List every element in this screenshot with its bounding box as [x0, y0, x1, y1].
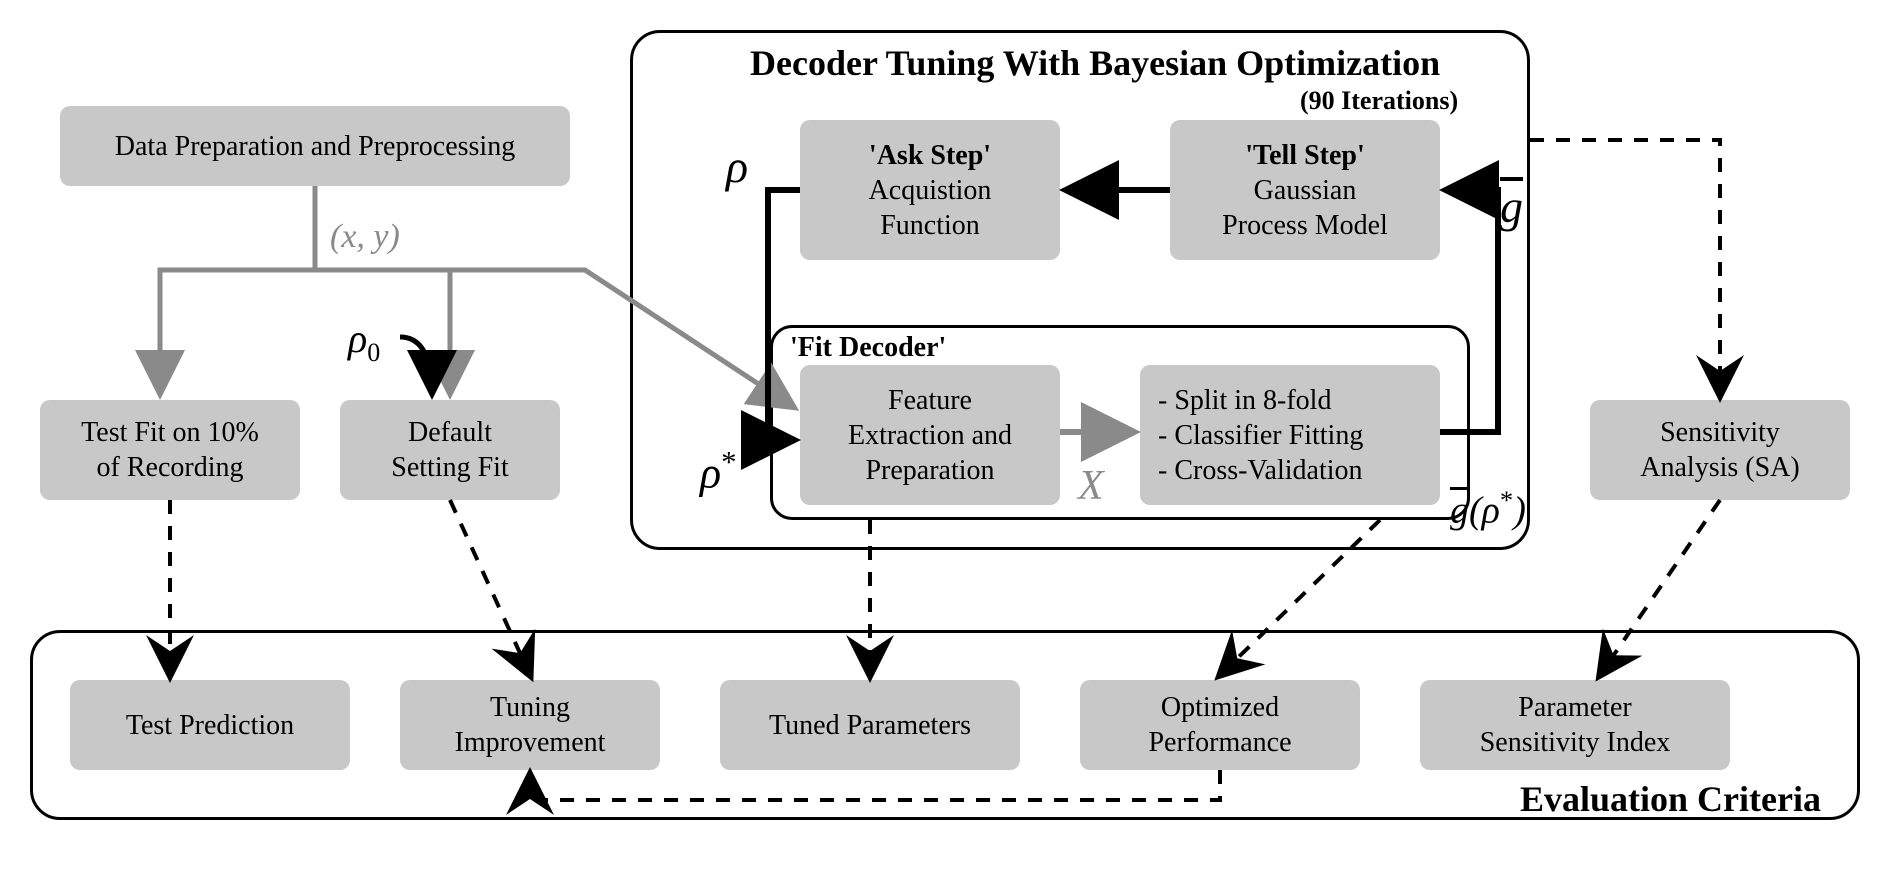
decoder-frame-sub: (90 Iterations) — [1300, 86, 1458, 116]
node-test-prediction: Test Prediction — [70, 680, 350, 770]
node-label: - Classifier Fitting — [1158, 418, 1363, 453]
node-parameter-sensitivity: Parameter Sensitivity Index — [1420, 680, 1730, 770]
node-label: Default — [408, 415, 492, 450]
node-label: Feature — [888, 383, 972, 418]
node-label: Process Model — [1222, 208, 1388, 243]
node-tell-step: 'Tell Step' Gaussian Process Model — [1170, 120, 1440, 260]
node-optimized-performance: Optimized Performance — [1080, 680, 1360, 770]
fit-decoder-title: 'Fit Decoder' — [790, 332, 946, 364]
node-label: - Split in 8-fold — [1158, 383, 1331, 418]
node-label: Preparation — [865, 453, 994, 488]
label-rho-star: ρ* — [700, 445, 737, 499]
node-title: 'Tell Step' — [1245, 138, 1365, 173]
node-label: Gaussian — [1254, 173, 1357, 208]
node-title: 'Ask Step' — [869, 138, 991, 173]
node-label: Test Prediction — [126, 708, 294, 743]
node-data-prep: Data Preparation and Preprocessing — [60, 106, 570, 186]
label-rho0: ρ0 — [348, 315, 380, 368]
node-label: Performance — [1148, 725, 1291, 760]
node-tuned-parameters: Tuned Parameters — [720, 680, 1020, 770]
node-sensitivity-analysis: Sensitivity Analysis (SA) — [1590, 400, 1850, 500]
node-cross-validation: - Split in 8-fold - Classifier Fitting -… — [1140, 365, 1440, 505]
node-label: Improvement — [455, 725, 606, 760]
node-label: Function — [880, 208, 980, 243]
node-label: Data Preparation and Preprocessing — [115, 129, 515, 164]
node-label: Tuned Parameters — [769, 708, 971, 743]
node-label: Test Fit on 10% — [81, 415, 259, 450]
node-label: Extraction and — [848, 418, 1012, 453]
node-test-fit: Test Fit on 10% of Recording — [40, 400, 300, 500]
decoder-frame-title: Decoder Tuning With Bayesian Optimizatio… — [750, 42, 1440, 84]
node-label: Optimized — [1161, 690, 1279, 725]
node-label: Sensitivity Index — [1480, 725, 1671, 760]
label-gbar: g — [1500, 180, 1523, 233]
label-rho: ρ — [726, 140, 748, 193]
evaluation-frame-title: Evaluation Criteria — [1520, 778, 1821, 820]
node-label: Parameter — [1518, 690, 1632, 725]
node-label: Sensitivity — [1660, 415, 1780, 450]
node-label: Tuning — [490, 690, 570, 725]
node-feature-extraction: Feature Extraction and Preparation — [800, 365, 1060, 505]
node-label: - Cross-Validation — [1158, 453, 1363, 488]
node-label: Analysis (SA) — [1640, 450, 1799, 485]
label-xy: (x, y) — [330, 218, 400, 256]
label-gbar-rho-star: g(ρ*) — [1450, 485, 1526, 533]
node-label: Acquistion — [869, 173, 992, 208]
node-label: of Recording — [97, 450, 244, 485]
label-x-feature: X — [1078, 462, 1104, 510]
node-default-fit: Default Setting Fit — [340, 400, 560, 500]
node-tuning-improvement: Tuning Improvement — [400, 680, 660, 770]
node-ask-step: 'Ask Step' Acquistion Function — [800, 120, 1060, 260]
node-label: Setting Fit — [391, 450, 508, 485]
